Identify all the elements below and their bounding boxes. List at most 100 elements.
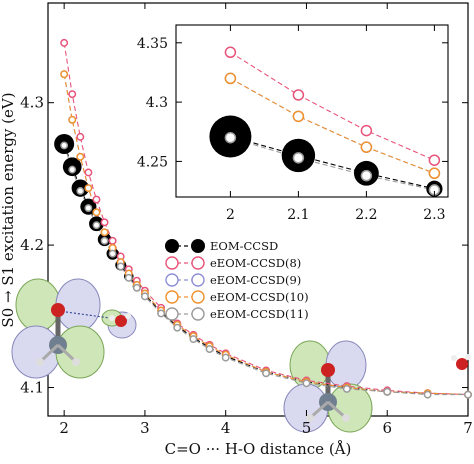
data-point <box>360 141 373 153</box>
legend-marker <box>191 256 205 270</box>
legend-marker <box>191 307 205 321</box>
legend-item: EOM-CCSD <box>165 239 278 253</box>
data-point <box>68 90 77 99</box>
data-point <box>262 369 271 378</box>
data-point <box>157 309 166 318</box>
legend-label: eEOM-CCSD(8) <box>210 256 301 270</box>
x-tick-label: 2 <box>59 419 69 437</box>
x-tick-label: 3 <box>140 419 150 437</box>
legend-item: eEOM-CCSD(8) <box>165 256 301 270</box>
legend-label: EOM-CCSD <box>210 239 278 253</box>
data-point <box>383 387 392 396</box>
series-line <box>63 42 469 396</box>
legend-marker <box>165 273 179 287</box>
x-tick-label: 2.1 <box>287 207 309 223</box>
y-tick-label: 4.1 <box>20 379 44 397</box>
data-point <box>76 187 85 195</box>
data-point <box>224 46 237 59</box>
data-point <box>302 379 311 388</box>
x-tick-label: 2.3 <box>423 207 445 223</box>
legend-marker <box>165 307 179 321</box>
x-tick-label: 6 <box>382 419 392 437</box>
data-point <box>205 345 214 354</box>
legend-marker <box>191 239 205 253</box>
data-point <box>84 168 93 177</box>
x-tick-label: 2 <box>226 207 235 223</box>
data-point <box>360 169 373 182</box>
data-point <box>464 390 472 399</box>
data-point <box>92 208 101 217</box>
y-tick-label: 4.2 <box>20 236 44 254</box>
inset-series-markers <box>209 46 443 197</box>
data-point <box>173 323 182 332</box>
data-point <box>423 390 432 399</box>
data-point <box>116 262 125 271</box>
legend-label: eEOM-CCSD(11) <box>210 307 309 321</box>
data-point <box>221 353 230 362</box>
series-line <box>230 51 435 161</box>
data-point <box>292 152 305 164</box>
data-point <box>140 292 149 301</box>
legend-item: eEOM-CCSD(9) <box>165 273 301 287</box>
x-tick-label: 4 <box>221 419 231 437</box>
legend-label: eEOM-CCSD(10) <box>210 290 309 304</box>
data-point <box>224 131 237 144</box>
molecule-orbital-right-illustration <box>283 340 471 433</box>
main-axis-ticks: 2 3 4 5 6 7 4.1 4.2 4.3 <box>20 3 473 437</box>
legend-marker <box>191 290 205 304</box>
x-tick-label: 5 <box>302 419 312 437</box>
data-point <box>360 124 373 137</box>
data-point <box>342 384 351 393</box>
data-point <box>92 195 101 204</box>
x-axis-label: C=O ··· H-O distance (Å) <box>165 440 352 458</box>
main-plot-frame <box>47 2 469 417</box>
data-point <box>60 70 69 79</box>
series-line <box>63 143 469 396</box>
y-tick-label: 4.35 <box>137 36 168 52</box>
data-point <box>428 167 441 180</box>
data-point <box>100 236 109 245</box>
data-point <box>68 165 77 174</box>
y-tick-label: 4.25 <box>137 154 168 170</box>
y-axis-label: S0 → S1 excitation energy (eV) <box>0 92 17 327</box>
legend-marker <box>165 239 179 253</box>
data-point <box>189 335 198 344</box>
data-point <box>292 110 305 123</box>
x-tick-label: 7 <box>463 419 473 437</box>
data-point <box>132 283 141 292</box>
data-point <box>76 132 85 141</box>
legend-marker <box>165 256 179 270</box>
data-point <box>60 141 69 150</box>
legend: EOM-CCSD eEOM-CCSD(8) eEOM-CCSD(9) eEOM-CCS… <box>165 239 309 321</box>
data-point <box>292 89 305 101</box>
data-point <box>68 115 77 124</box>
molecule-orbital-left-illustration <box>11 278 137 379</box>
data-point <box>224 72 237 85</box>
data-point <box>108 249 117 258</box>
data-point <box>84 204 93 213</box>
data-point <box>100 218 109 227</box>
data-point <box>92 221 101 230</box>
legend-label: eEOM-CCSD(9) <box>210 273 301 287</box>
legend-item: eEOM-CCSD(10) <box>165 290 309 304</box>
legend-marker <box>165 290 179 304</box>
series-line <box>230 137 435 191</box>
inset-background <box>168 19 462 215</box>
legend-item: eEOM-CCSD(11) <box>165 307 309 321</box>
legend-marker <box>191 273 205 287</box>
series-line <box>63 145 468 396</box>
main-series-markers <box>54 38 472 399</box>
data-point <box>76 152 85 161</box>
data-point <box>108 236 117 245</box>
inset-axis-ticks: 2 2.1 2.2 2.3 4.25 4.3 4.35 <box>137 25 448 223</box>
series-line <box>230 77 435 174</box>
x-tick-label: 2.2 <box>355 207 377 223</box>
data-point <box>84 184 93 193</box>
inset-series-lines <box>230 51 435 191</box>
data-point <box>60 38 69 47</box>
y-tick-label: 4.3 <box>146 95 168 111</box>
series-line <box>230 135 435 190</box>
data-point <box>124 273 133 282</box>
